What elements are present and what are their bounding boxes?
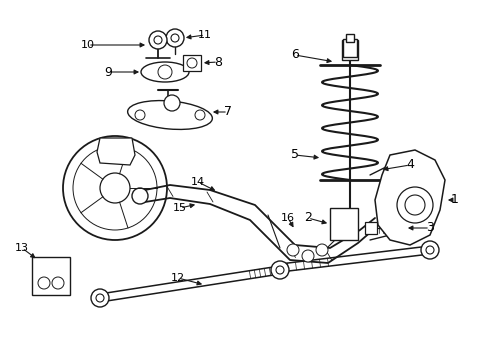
Text: 16: 16 (281, 213, 294, 223)
Circle shape (158, 65, 172, 79)
Text: 10: 10 (81, 40, 95, 50)
Text: 13: 13 (15, 243, 29, 253)
Circle shape (163, 95, 180, 111)
Text: 12: 12 (171, 273, 184, 283)
Circle shape (149, 31, 167, 49)
Polygon shape (374, 150, 444, 245)
Circle shape (100, 173, 130, 203)
Circle shape (63, 136, 167, 240)
Circle shape (38, 277, 50, 289)
Bar (183, 55, 201, 71)
Text: 2: 2 (304, 211, 311, 225)
Text: 5: 5 (290, 148, 298, 162)
Bar (32, 257, 70, 295)
Text: 4: 4 (405, 158, 413, 171)
Text: 1: 1 (450, 193, 458, 207)
Circle shape (186, 58, 197, 68)
Circle shape (132, 188, 148, 204)
Bar (364, 222, 376, 234)
Ellipse shape (127, 100, 212, 130)
Bar (342, 39, 356, 57)
Circle shape (96, 294, 104, 302)
Text: 3: 3 (425, 221, 433, 234)
Circle shape (171, 34, 179, 42)
Text: 7: 7 (224, 105, 231, 118)
Circle shape (404, 195, 424, 215)
Polygon shape (97, 138, 135, 165)
Text: 14: 14 (190, 177, 204, 187)
Ellipse shape (141, 62, 189, 82)
Bar (329, 208, 357, 240)
Text: 15: 15 (173, 203, 186, 213)
Circle shape (52, 277, 64, 289)
Circle shape (195, 110, 204, 120)
Circle shape (275, 266, 284, 274)
Circle shape (396, 187, 432, 223)
Bar (341, 40, 357, 60)
Circle shape (73, 146, 157, 230)
Circle shape (425, 246, 433, 254)
Text: 6: 6 (290, 49, 298, 62)
Circle shape (270, 261, 288, 279)
Circle shape (286, 244, 298, 256)
Circle shape (91, 289, 109, 307)
Text: 9: 9 (104, 66, 112, 78)
Circle shape (315, 244, 327, 256)
Circle shape (135, 110, 145, 120)
Circle shape (165, 29, 183, 47)
Circle shape (420, 241, 438, 259)
Text: 11: 11 (198, 30, 212, 40)
Circle shape (154, 36, 162, 44)
Circle shape (302, 250, 313, 262)
Text: 8: 8 (214, 55, 222, 68)
Bar (346, 34, 353, 42)
